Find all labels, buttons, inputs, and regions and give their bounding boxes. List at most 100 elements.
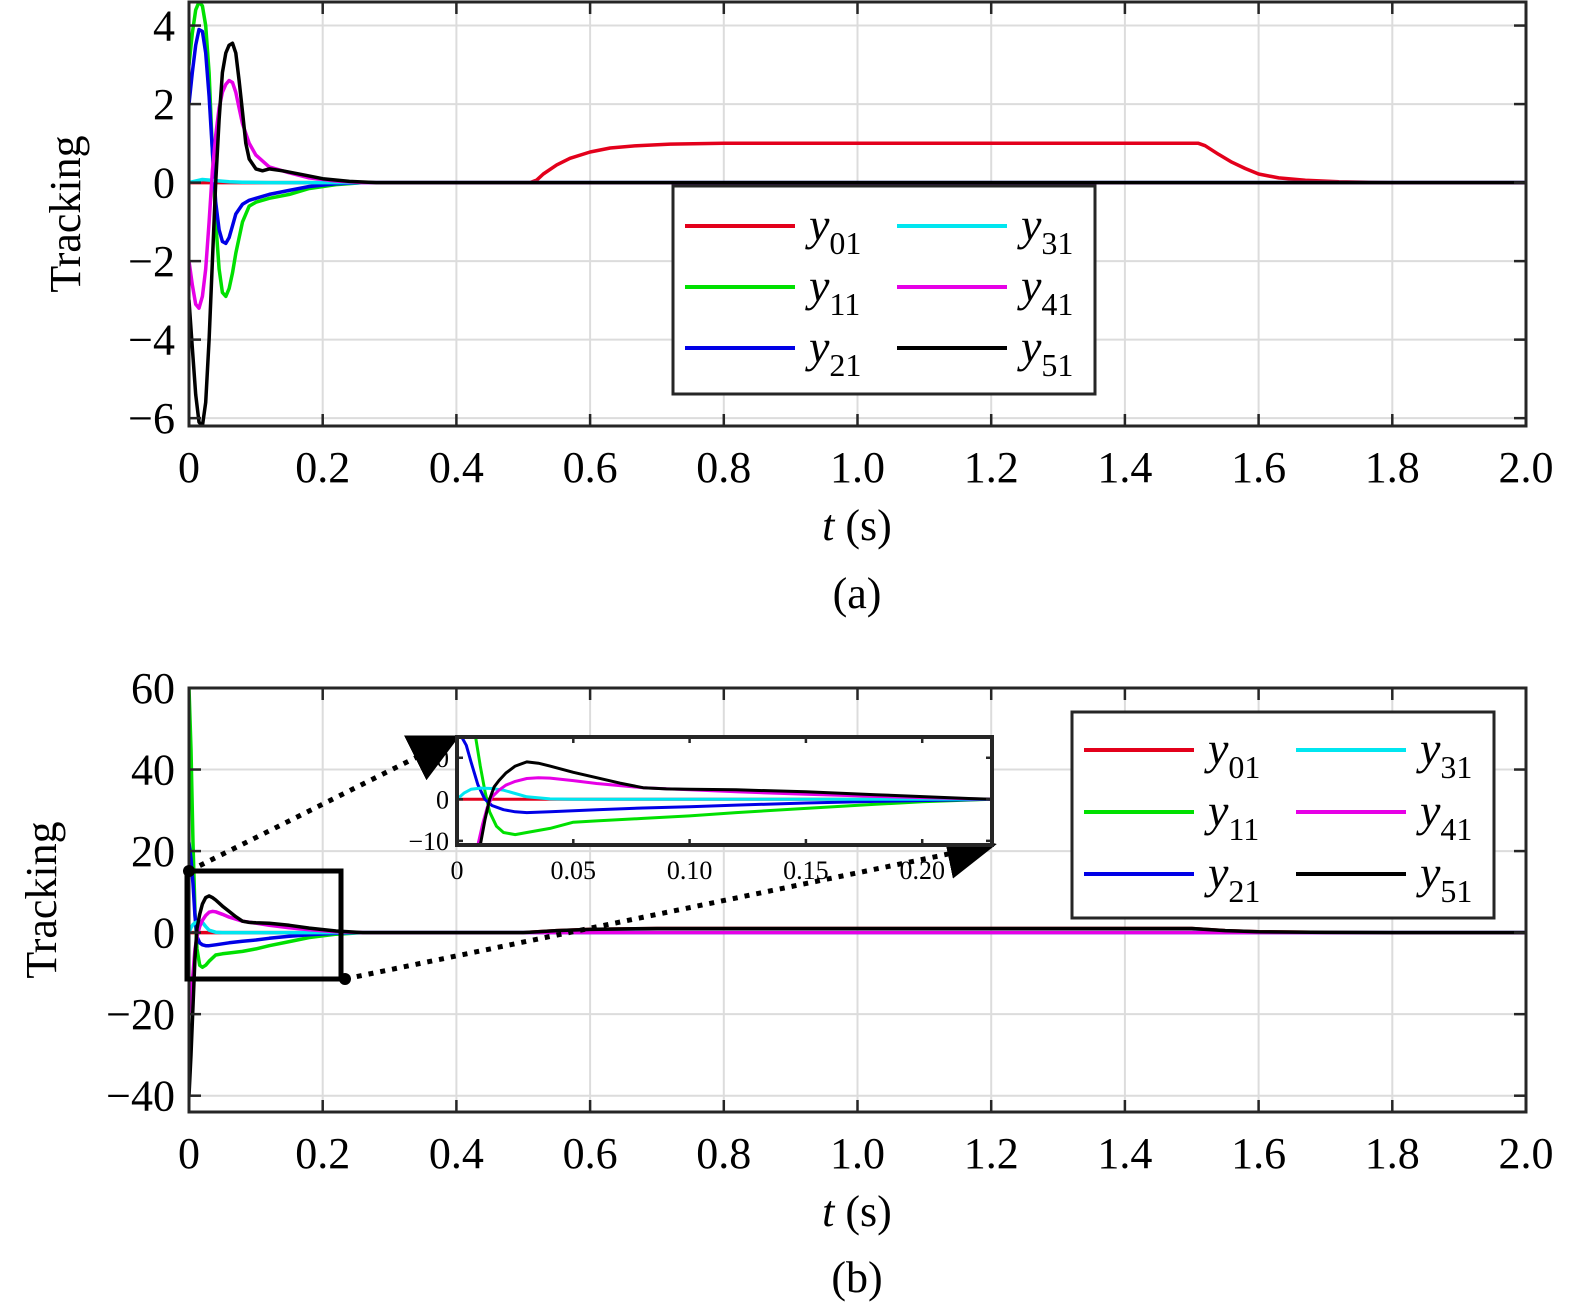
series-line-y31 [189,919,1526,935]
y-tick-label: −40 [106,1072,175,1121]
legend-var: y [1416,723,1441,774]
x-tick-label: 1.2 [964,1129,1019,1178]
series-line-y21 [189,27,1526,246]
x-tick-label: 0.2 [295,1129,350,1178]
panel-b: 0 0.2 0.4 0.6 0.8 1.0 1.2 1.4 1.6 1.8 2.0 −40 −20 0 20… [17,664,1554,1302]
x-tick-label: 0.8 [696,443,751,492]
ticks-a: 0 0.2 0.4 0.6 0.8 1.0 1.2 1.4 1.6 1.8 2.0 −6 −4 −2 0 2 4 [128,2,1553,492]
legend-label-y21: y21 [1204,847,1260,909]
x-tick-label: 0.6 [563,1129,618,1178]
legend-var: y [1416,785,1441,836]
x-tick-label: 1.6 [1231,1129,1286,1178]
x-tick-label: 0.10 [667,856,713,885]
legend-subscript: 31 [1041,225,1073,261]
legend-var: y [1204,785,1229,836]
legend-var: y [1017,321,1042,372]
ticks-b: 0 0.2 0.4 0.6 0.8 1.0 1.2 1.4 1.6 1.8 2.0 −40 −20 0 20… [106,664,1553,1178]
legend-b-box [1070,710,1496,920]
legend-var: y [805,321,830,372]
ylabel-b: Tracking [17,821,66,978]
x-tick-label: 0.6 [563,443,618,492]
legend-label-y41: y41 [1416,785,1472,847]
series-line-y31 [457,786,992,801]
x-tick-label: 1.8 [1365,1129,1420,1178]
series-inset [457,737,992,845]
series-line-y21 [460,737,992,815]
legend-label-y51: y51 [1017,321,1073,383]
panel-a: 0 0.2 0.4 0.6 0.8 1.0 1.2 1.4 1.6 1.8 2.0 −6 −4 −2 0 2 4… [41,0,1554,618]
x-tick-label: 1.4 [1097,1129,1152,1178]
series-line-y51 [189,894,1526,1098]
xlabel-b: t (s) [822,1187,892,1236]
legend-var: y [1204,723,1229,774]
xlabel-a: t (s) [822,501,892,550]
legend-var: y [1017,260,1042,311]
legend-subscript: 41 [1440,811,1472,847]
legend-label-y51: y51 [1416,847,1472,909]
legend-var: y [1416,847,1441,898]
series-line-y01 [189,141,1526,185]
y-tick-label: 0 [153,909,175,958]
zoom-region-box [184,868,344,982]
zoom-connector-top [187,735,460,874]
x-tick-label: 1.0 [830,443,885,492]
xlabel-b-unit: (s) [834,1187,891,1236]
x-tick-label: 1.0 [830,1129,885,1178]
x-tick-label: 2.0 [1499,443,1554,492]
x-tick-label: 1.6 [1231,443,1286,492]
series-a [189,2,1526,426]
x-tick-label: 0.8 [696,1129,751,1178]
y-tick-label: 0 [153,159,175,208]
legend-subscript: 51 [1440,873,1472,909]
y-tick-label: 60 [131,664,175,713]
x-tick-label: 0.2 [295,443,350,492]
legend-subscript: 11 [1228,811,1259,847]
legend-subscript: 41 [1041,286,1073,322]
zoom-connector-dot-top [183,865,195,877]
legend-label-y31: y31 [1017,199,1073,261]
legend-subscript: 01 [1228,749,1260,785]
y-tick-label: 0 [436,785,449,814]
legend-subscript: 21 [829,347,861,383]
legend-label-y01: y01 [1204,723,1260,785]
y-tick-label: −10 [408,827,449,856]
series-line-y21 [189,841,1526,948]
x-tick-label: 0.4 [429,1129,484,1178]
y-tick-label: −4 [128,316,175,365]
legend-label-y01: y01 [805,199,861,261]
legend-subscript: 11 [829,286,860,322]
y-tick-label: 2 [153,80,175,129]
y-tick-label: 40 [131,746,175,795]
x-tick-label: 0 [451,856,464,885]
caption-a: (a) [833,569,882,618]
x-tick-label: 0.4 [429,443,484,492]
series-line-y51 [478,760,992,845]
x-tick-label: 0.20 [899,856,945,885]
legend-subscript: 21 [1228,873,1260,909]
y-tick-label: 4 [153,2,175,51]
legend-subscript: 31 [1440,749,1472,785]
xlabel-a-var: t [822,501,836,550]
series-b [189,688,1526,1098]
legend-var: y [805,260,830,311]
legend-subscript: 51 [1041,347,1073,383]
zoom-connector-dot-bottom [339,973,351,985]
legend-label-y31: y31 [1416,723,1472,785]
inset-box [455,735,994,847]
x-tick-label: 2.0 [1499,1129,1554,1178]
legend-var: y [805,199,830,250]
legend-label-y11: y11 [1204,785,1259,847]
legend-label-y11: y11 [805,260,860,322]
xlabel-a-unit: (s) [834,501,891,550]
zoom-connector-bottom [344,829,997,982]
x-tick-label: 0.15 [783,856,829,885]
y-tick-label: −6 [128,394,175,443]
x-tick-label: 0.05 [551,856,597,885]
